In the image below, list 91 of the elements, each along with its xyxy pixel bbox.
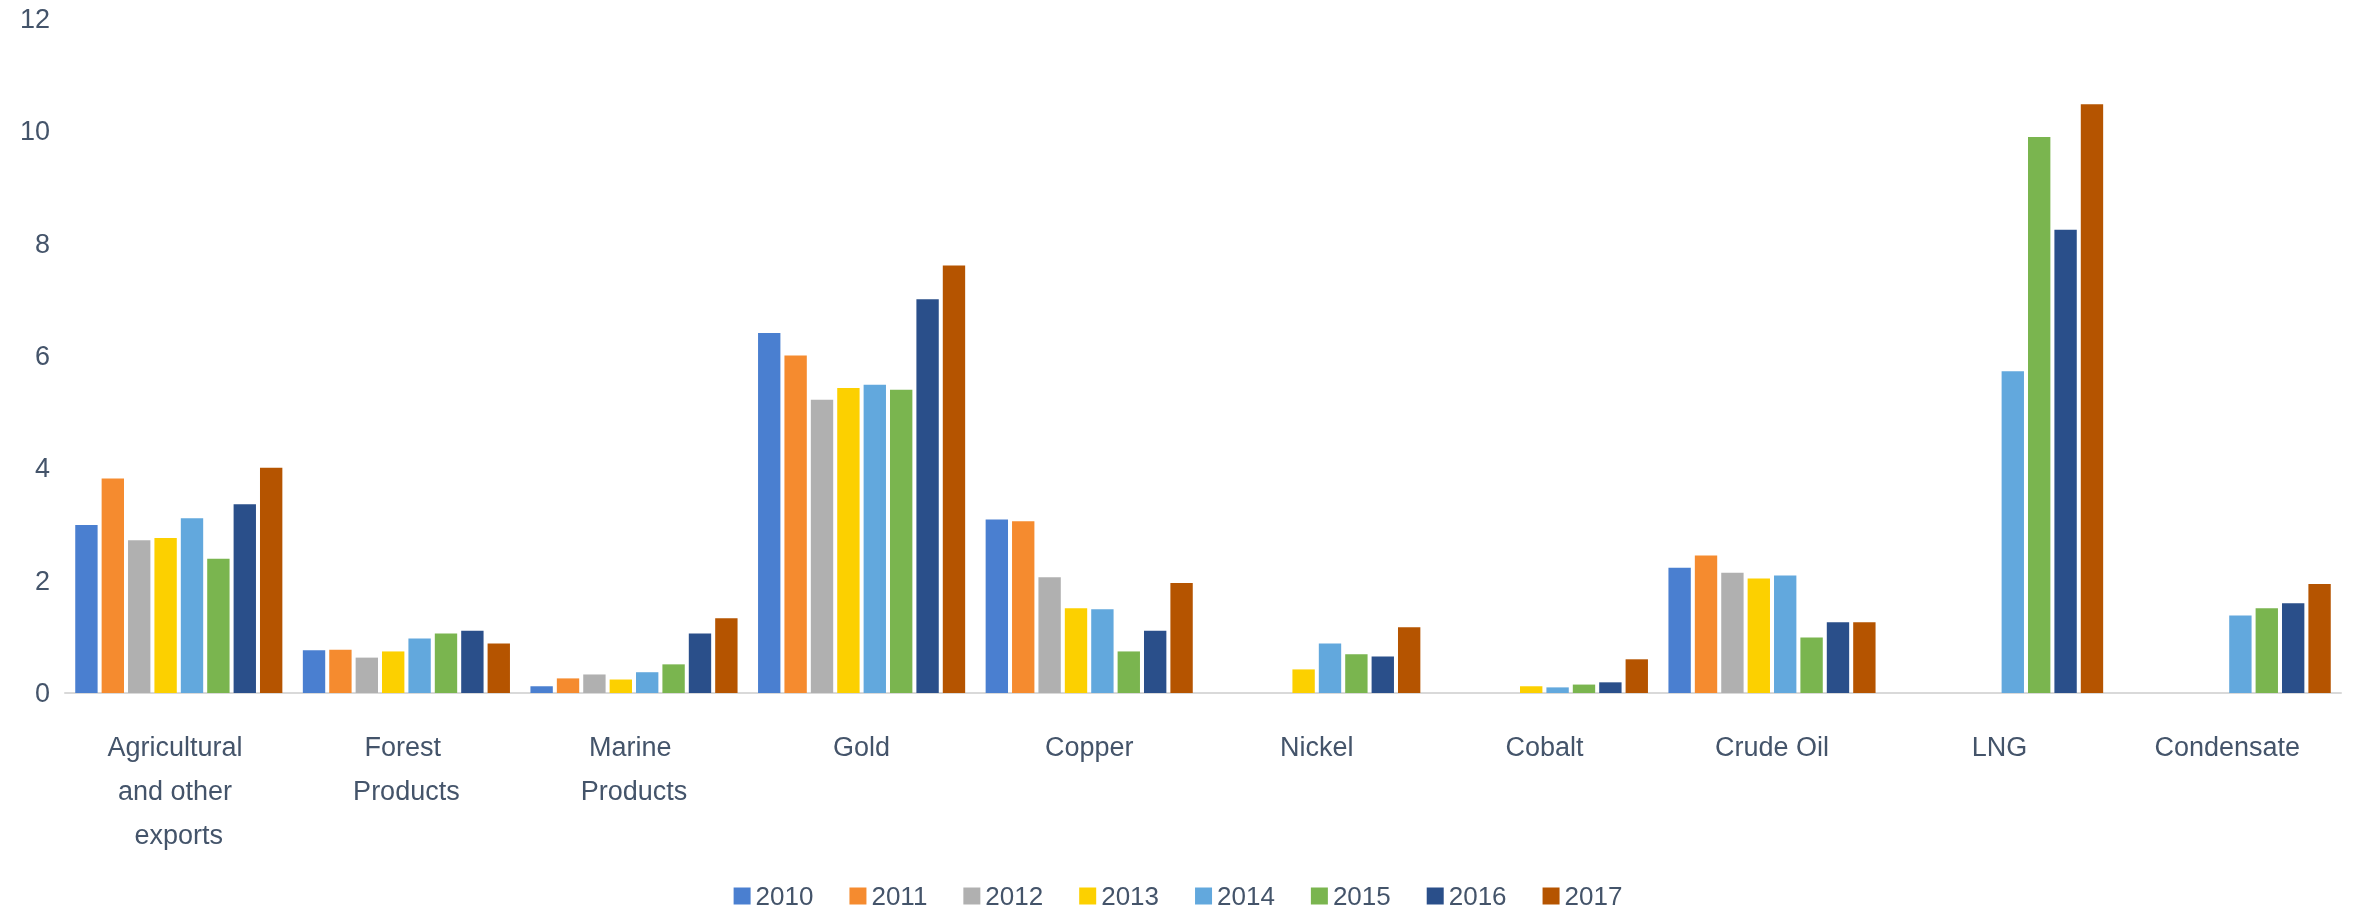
legend-label: 2015 xyxy=(1332,881,1391,911)
bar xyxy=(1064,608,1088,693)
bar xyxy=(1117,651,1140,693)
x-tick-label: Copper xyxy=(1044,732,1134,762)
bar xyxy=(890,389,913,693)
legend-label: 2017 xyxy=(1564,881,1623,911)
y-tick-label: 8 xyxy=(34,228,50,259)
bar xyxy=(2229,615,2252,693)
bar xyxy=(688,633,712,693)
x-tick-label: Condensate xyxy=(2154,732,2301,762)
bar xyxy=(1170,582,1193,693)
bar xyxy=(2255,608,2278,693)
bar xyxy=(1800,637,1823,693)
bar xyxy=(556,678,580,693)
bar xyxy=(1520,686,1543,693)
bar xyxy=(1747,578,1770,693)
y-tick-label: 4 xyxy=(34,453,50,484)
legend-label: 2011 xyxy=(871,881,928,911)
legend-label: 2012 xyxy=(985,881,1044,911)
bar xyxy=(259,467,283,693)
bar xyxy=(1546,687,1569,693)
x-tick-label: Gold xyxy=(833,732,891,762)
bar xyxy=(1371,656,1394,693)
bar xyxy=(2028,136,2051,693)
bar xyxy=(2308,584,2331,693)
y-tick-label: 2 xyxy=(34,565,50,596)
bar xyxy=(1826,622,1850,693)
bar xyxy=(942,265,966,693)
bar xyxy=(1397,627,1421,693)
bar xyxy=(2054,229,2077,693)
bar xyxy=(355,657,378,693)
bar xyxy=(2282,603,2305,693)
bar xyxy=(1853,622,1876,693)
bar xyxy=(2001,371,2024,693)
bar xyxy=(863,384,886,693)
bar xyxy=(1668,567,1691,693)
x-tick-label: Agricultural and other exports xyxy=(107,732,251,850)
bar xyxy=(1292,669,1315,693)
bar xyxy=(1091,609,1114,693)
x-tick-label: LNG xyxy=(1971,732,2028,762)
y-tick-label: 6 xyxy=(34,341,50,371)
bar xyxy=(1599,682,1622,693)
bar xyxy=(1572,684,1596,693)
y-tick-label: 0 xyxy=(34,678,50,708)
bar xyxy=(101,478,124,693)
bar xyxy=(329,649,352,693)
bar xyxy=(1625,659,1648,693)
bar xyxy=(1038,577,1061,693)
bar xyxy=(715,618,738,693)
bar xyxy=(810,399,834,693)
legend-label: 2014 xyxy=(1217,881,1275,911)
bar xyxy=(408,638,431,693)
x-tick-label: Nickel xyxy=(1280,732,1354,762)
bar xyxy=(1721,572,1744,693)
y-tick-label: 10 xyxy=(19,116,50,147)
legend-label: 2016 xyxy=(1448,881,1507,911)
legend-label: 2010 xyxy=(755,881,814,911)
x-tick-label: Crude Oil xyxy=(1714,732,1830,762)
bar xyxy=(583,674,606,693)
legend-label: 2013 xyxy=(1101,881,1160,911)
bar xyxy=(382,651,405,693)
bar xyxy=(837,388,860,693)
bar xyxy=(1345,654,1368,693)
bar xyxy=(302,650,326,693)
bar xyxy=(128,540,151,693)
bar xyxy=(154,537,177,693)
bar xyxy=(662,664,685,693)
bar xyxy=(75,525,98,693)
bar xyxy=(461,630,484,693)
bar xyxy=(758,332,781,693)
bar xyxy=(1144,630,1167,693)
bar xyxy=(1318,643,1342,693)
y-tick-label: 12 xyxy=(19,4,50,34)
bar xyxy=(180,518,204,693)
bar xyxy=(1774,575,1797,693)
bar xyxy=(1694,555,1718,693)
bar xyxy=(609,679,632,693)
bar xyxy=(207,558,230,693)
bar xyxy=(233,504,256,693)
bar xyxy=(2080,104,2104,693)
bar xyxy=(530,686,553,693)
x-tick-label: Marine Products xyxy=(580,732,688,806)
x-tick-label: Cobalt xyxy=(1505,732,1584,762)
bar xyxy=(916,299,939,693)
bar xyxy=(434,633,458,693)
bar xyxy=(1012,521,1035,693)
bar xyxy=(487,643,510,693)
bar xyxy=(784,355,807,693)
bar xyxy=(636,672,659,693)
bar xyxy=(985,519,1009,693)
x-tick-label: Forest Products xyxy=(353,732,460,806)
